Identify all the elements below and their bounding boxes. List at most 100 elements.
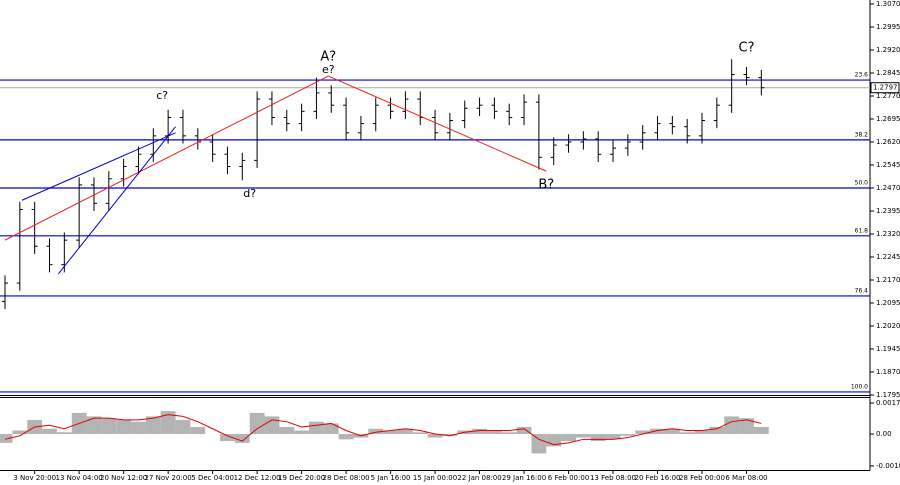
histogram-bar bbox=[160, 411, 176, 435]
wave-line bbox=[57, 126, 176, 275]
x-tick-label: 20 Feb 16:00 bbox=[635, 474, 681, 482]
histogram-bar bbox=[368, 428, 384, 435]
histogram-bar bbox=[309, 421, 324, 435]
x-tick-label: 13 Nov 04:00 bbox=[56, 474, 103, 482]
x-tick-label: 28 Dec 08:00 bbox=[323, 474, 370, 482]
histogram-bar bbox=[145, 416, 161, 435]
histogram-bar bbox=[753, 426, 769, 435]
histogram-bar bbox=[175, 419, 191, 435]
x-tick-label: 5 Jan 16:00 bbox=[371, 474, 411, 482]
y-tick-label: 1.2620 bbox=[876, 138, 900, 146]
x-tick-label: 13 Feb 08:00 bbox=[590, 474, 636, 482]
histogram-bar bbox=[679, 432, 695, 435]
y-tick-label: 1.2695 bbox=[876, 115, 900, 123]
histogram-bar bbox=[101, 418, 117, 435]
histogram-bar bbox=[575, 434, 591, 438]
current-price-label: 1.2797 bbox=[873, 84, 898, 92]
x-tick-label: 29 Jan 16:00 bbox=[502, 474, 546, 482]
histogram-bar bbox=[486, 430, 502, 435]
x-tick-label: 3 Nov 20:00 bbox=[13, 474, 56, 482]
histogram-bar bbox=[56, 432, 72, 435]
x-tick-label: 5 Dec 04:00 bbox=[191, 474, 234, 482]
fib-label: 76.4 bbox=[855, 287, 869, 294]
x-tick-label: 6 Feb 00:00 bbox=[548, 474, 589, 482]
x-tick-label: 19 Dec 20:00 bbox=[278, 474, 325, 482]
wave-label: d? bbox=[243, 187, 256, 200]
histogram-bar bbox=[501, 432, 517, 435]
histogram-bar bbox=[220, 434, 235, 442]
histogram-bar bbox=[383, 430, 399, 435]
histogram-bar bbox=[279, 426, 295, 435]
histogram-bar bbox=[12, 430, 28, 435]
wave-label: C? bbox=[739, 40, 755, 55]
current-price-box bbox=[870, 82, 900, 94]
histogram-bar bbox=[516, 426, 532, 435]
x-tick-label: 22 Jan 08:00 bbox=[457, 474, 501, 482]
histogram-bar bbox=[620, 434, 636, 436]
x-tick-label: 27 Nov 20:00 bbox=[145, 474, 192, 482]
histogram-bar bbox=[323, 423, 339, 435]
y-tick-label: 1.1870 bbox=[876, 368, 900, 376]
histogram-bar bbox=[442, 434, 458, 436]
histogram-bar bbox=[694, 430, 710, 435]
x-tick-label: 12 Dec 12:00 bbox=[234, 474, 281, 482]
y-tick-label: 1.2845 bbox=[876, 69, 900, 77]
wave-label: e? bbox=[322, 63, 335, 76]
histogram-bar bbox=[605, 434, 621, 440]
histogram-bar bbox=[294, 430, 310, 435]
x-tick-label: 20 Nov 12:00 bbox=[100, 474, 147, 482]
y-tick-label: 1.2245 bbox=[876, 253, 900, 261]
x-tick-label: 6 Mar 08:00 bbox=[725, 474, 767, 482]
fib-label: 50.0 bbox=[855, 179, 869, 186]
histogram-bar bbox=[116, 419, 132, 435]
histogram-bar bbox=[427, 434, 443, 438]
y-tick-label: 1.2995 bbox=[876, 23, 900, 31]
histogram-bar bbox=[561, 434, 576, 442]
wave-label: A? bbox=[320, 50, 336, 65]
histogram-bar bbox=[86, 416, 102, 435]
histogram-bar bbox=[472, 428, 487, 435]
histogram-bar bbox=[0, 434, 13, 443]
histogram-bar bbox=[234, 434, 250, 443]
fib-label: 100.0 bbox=[851, 383, 868, 390]
y-tick-label: 1.2020 bbox=[876, 322, 900, 330]
histogram-bar bbox=[531, 434, 547, 454]
y-tick-label: 1.2395 bbox=[876, 207, 900, 215]
fib-label: 61.8 bbox=[855, 227, 869, 234]
histogram-bar bbox=[724, 416, 740, 435]
histogram-bar bbox=[398, 428, 413, 435]
y-tick-label: 1.2095 bbox=[876, 299, 900, 307]
histogram-bar bbox=[190, 426, 206, 435]
y-tick-label: 1.2170 bbox=[876, 276, 900, 284]
y-tick-label: 0.00 bbox=[876, 430, 892, 438]
fib-label: 23.6 bbox=[855, 72, 869, 79]
wave-line bbox=[21, 132, 176, 201]
histogram-bar bbox=[635, 430, 651, 435]
histogram-bar bbox=[412, 432, 428, 435]
histogram-bar bbox=[249, 412, 265, 435]
fib-label: 38.2 bbox=[855, 131, 869, 138]
y-tick-label: 1.2320 bbox=[876, 230, 900, 238]
x-tick-label: 15 Jan 00:00 bbox=[413, 474, 457, 482]
y-tick-label: 1.3070 bbox=[876, 0, 900, 8]
signal-line bbox=[4, 414, 762, 446]
histogram-bar bbox=[590, 434, 606, 442]
y-tick-label: -0.00181 bbox=[876, 462, 900, 470]
y-tick-label: 1.1795 bbox=[876, 391, 900, 399]
y-tick-label: 1.2920 bbox=[876, 46, 900, 54]
wave-label: B? bbox=[538, 177, 554, 192]
y-tick-label: 1.2770 bbox=[876, 92, 900, 100]
histogram-bar bbox=[42, 428, 57, 435]
histogram-bar bbox=[131, 421, 146, 435]
y-tick-label: 1.2545 bbox=[876, 161, 900, 169]
histogram-bar bbox=[264, 416, 280, 435]
histogram-bar bbox=[709, 426, 725, 435]
y-tick-label: 0.00176 bbox=[876, 399, 900, 407]
histogram-bar bbox=[338, 434, 354, 440]
x-tick-label: 28 Feb 00:00 bbox=[679, 474, 725, 482]
y-tick-label: 1.1945 bbox=[876, 345, 900, 353]
histogram-bar bbox=[650, 428, 665, 435]
wave-label: c? bbox=[156, 89, 168, 102]
